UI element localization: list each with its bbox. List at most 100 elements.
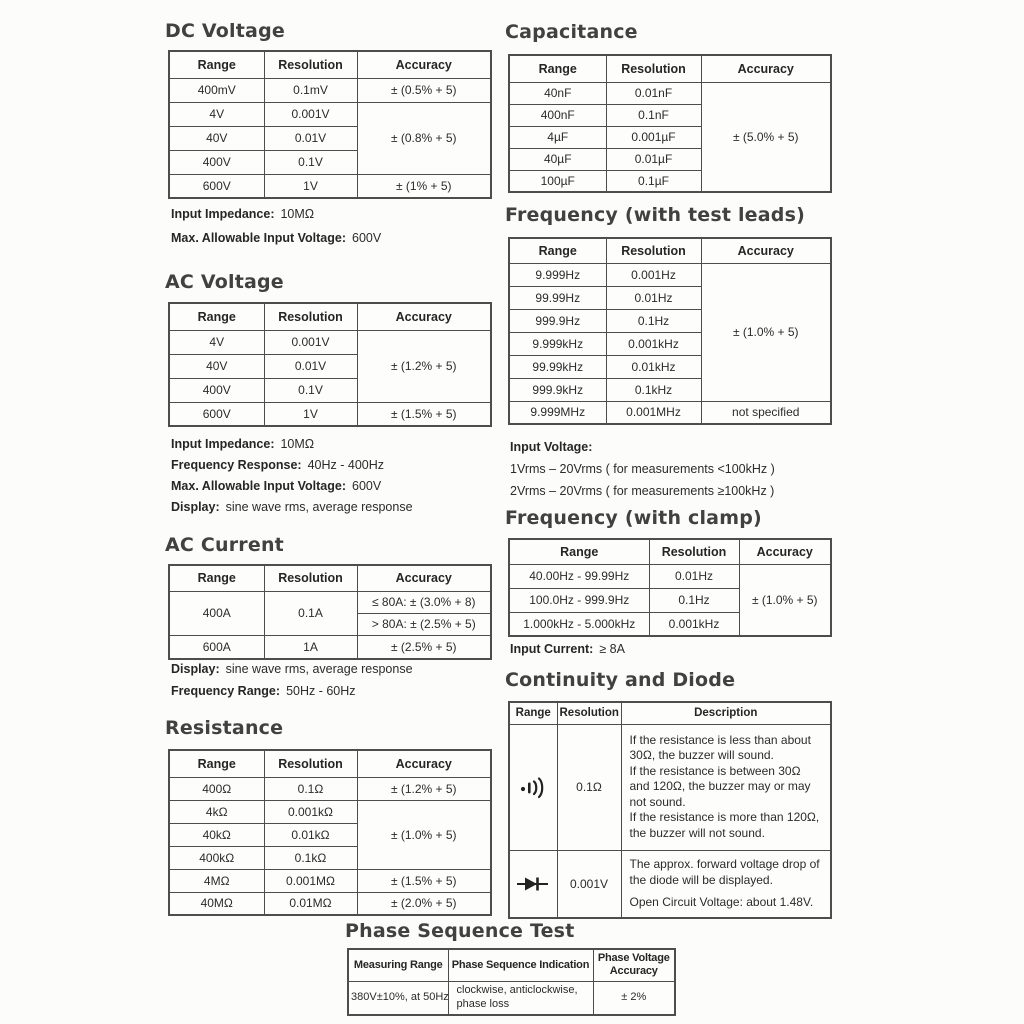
freq-leads-notes: Input Voltage: 1Vrms – 20Vrms ( for meas… [510, 436, 775, 502]
table-row: 40nF 0.01nF ± (5.0% + 5) [508, 81, 832, 193]
note-line: Frequency Range: 50Hz - 60Hz [171, 684, 356, 698]
range-cell: 4V [168, 329, 265, 355]
range-cell: 40kΩ [168, 822, 265, 847]
table-row: 600V 1V ± (1.5% + 5) [168, 401, 492, 427]
table-row: 4MΩ 0.001MΩ ± (1.5% + 5) [168, 868, 492, 893]
table-header-row: Measuring Range Phase Sequence Indicatio… [347, 948, 676, 982]
resolution-cell: 0.01Hz [605, 285, 702, 310]
table-row: 100.0Hz - 999.9Hz 0.1Hz [508, 587, 831, 613]
table-row: 4V 0.001V ± (1.2% + 5) [168, 329, 492, 403]
accuracy-cell: not specified [700, 400, 832, 425]
resolution-cell: 0.01kHz [605, 354, 702, 379]
table-row: 99.99Hz 0.01Hz [508, 285, 831, 310]
resolution-cell: 0.01nF [605, 81, 702, 105]
buzzer-icon [519, 774, 547, 800]
range-cell: 999.9kHz [508, 377, 607, 402]
resolution-cell: 0.001V [263, 101, 358, 127]
ac-voltage-notes: Input Impedance: 10MΩ Frequency Response:… [171, 434, 413, 518]
range-cell: 600V [168, 401, 265, 427]
header-range: Range [508, 701, 558, 725]
ac-voltage-table: Range Resolution Accuracy 4V 0.001V ± (1… [168, 302, 492, 427]
description-cell: If the resistance is less than about 30Ω… [620, 723, 832, 851]
resolution-cell: 0.01kΩ [263, 822, 358, 847]
table-row: 9.999Hz 0.001Hz ± (1.0% + 5) [508, 262, 832, 402]
resolution-cell: 0.001MHz [605, 400, 702, 425]
range-cell: 100.0Hz - 999.9Hz [508, 587, 650, 613]
range-cell: 400mV [168, 77, 265, 103]
note-line: Input Impedance: 10MΩ [171, 437, 315, 451]
range-cell: 1.000kHz - 5.000kHz [508, 611, 650, 637]
table-row: 400kΩ 0.1kΩ [168, 845, 491, 870]
header-range: Range [508, 54, 607, 83]
note-line: Max. Allowable Input Voltage: 600V [171, 231, 382, 245]
range-cell: 9.999Hz [508, 262, 607, 287]
table-row: 400nF 0.1nF [508, 103, 831, 127]
resolution-cell: 0.1A [263, 590, 358, 636]
header-range: Range [168, 564, 265, 592]
header-range: Range [168, 50, 265, 79]
accuracy-cell-merged: ± (5.0% + 5) [700, 81, 832, 193]
section-title-freq-clamp: Frequency (with clamp) [505, 507, 762, 529]
range-cell: 400V [168, 377, 265, 403]
table-header-row: Range Resolution Accuracy [168, 50, 492, 79]
header-resolution: Resolution [648, 538, 740, 565]
table-row: 40V 0.01V [168, 353, 491, 379]
resolution-cell: 0.001kΩ [263, 799, 358, 824]
table-row: 0.1Ω If the resistance is less than abou… [508, 723, 832, 851]
range-cell: 400nF [508, 103, 607, 127]
range-cell: 9.999MHz [508, 400, 607, 425]
table-row: 400V 0.1V [168, 377, 491, 403]
accuracy-cell: ± (1.5% + 5) [356, 401, 492, 427]
header-resolution: Resolution [605, 237, 702, 264]
note-line: Display: sine wave rms, average response [171, 662, 413, 676]
resolution-cell: 0.001MΩ [263, 868, 358, 893]
range-cell: 40µF [508, 147, 607, 171]
table-row: 4kΩ 0.001kΩ ± (1.0% + 5) [168, 799, 492, 870]
resolution-cell: 0.1nF [605, 103, 702, 127]
section-title-resistance: Resistance [165, 717, 284, 739]
table-row: 40.00Hz - 99.99Hz 0.01Hz ± (1.0% + 5) [508, 563, 832, 637]
header-accuracy: Accuracy [356, 50, 492, 79]
header-accuracy: Phase Voltage Accuracy [592, 948, 676, 982]
resolution-cell: 0.001kHz [605, 331, 702, 356]
range-cell: 4µF [508, 125, 607, 149]
resolution-cell: 0.1V [263, 149, 358, 175]
header-resolution: Resolution [263, 50, 358, 79]
header-description: Description [620, 701, 832, 725]
note-line: Input Voltage: [510, 440, 593, 454]
table-row: 40MΩ 0.01MΩ ± (2.0% + 5) [168, 891, 492, 916]
range-cell: 9.999kHz [508, 331, 607, 356]
frequency-test-leads-table: Range Resolution Accuracy 9.999Hz 0.001H… [508, 237, 832, 425]
description-cell: The approx. forward voltage drop of the … [620, 849, 832, 919]
header-measuring-range: Measuring Range [347, 948, 449, 982]
range-cell: 600A [168, 634, 265, 660]
range-cell: 40V [168, 125, 265, 151]
section-title-continuity-diode: Continuity and Diode [505, 669, 736, 691]
resolution-cell: 0.1Hz [605, 308, 702, 333]
header-accuracy: Accuracy [700, 54, 832, 83]
header-range: Range [168, 302, 265, 331]
range-cell: 40V [168, 353, 265, 379]
table-row: 400mV 0.1mV ± (0.5% + 5) [168, 77, 492, 103]
resolution-cell: 0.1Hz [648, 587, 740, 613]
table-row: 40kΩ 0.01kΩ [168, 822, 491, 847]
accuracy-cell: ± (1% + 5) [356, 173, 492, 199]
accuracy-cell-low: ≤ 80A: ± (3.0% + 8) [356, 590, 492, 614]
header-accuracy: Accuracy [700, 237, 832, 264]
table-row: 400A 0.1A ≤ 80A: ± (3.0% + 8) [168, 590, 492, 636]
resolution-cell: 0.1µF [605, 169, 702, 193]
table-header-row: Range Resolution Accuracy [168, 564, 492, 592]
header-accuracy: Accuracy [356, 564, 492, 592]
note-line: Frequency Response: 40Hz - 400Hz [171, 458, 385, 472]
accuracy-cell: ± (2.5% + 5) [356, 634, 492, 660]
range-cell: 600V [168, 173, 265, 199]
resolution-cell: 0.001kHz [648, 611, 740, 637]
resolution-cell: 0.1V [263, 377, 358, 403]
section-title-ac-voltage: AC Voltage [165, 271, 284, 293]
table-row: 9.999MHz 0.001MHz not specified [508, 400, 832, 425]
indication-cell: clockwise, anticlockwise, phase loss [447, 980, 594, 1016]
resolution-cell: 0.1mV [263, 77, 358, 103]
description-paragraph: The approx. forward voltage drop of the … [629, 857, 820, 887]
range-cell: 400kΩ [168, 845, 265, 870]
